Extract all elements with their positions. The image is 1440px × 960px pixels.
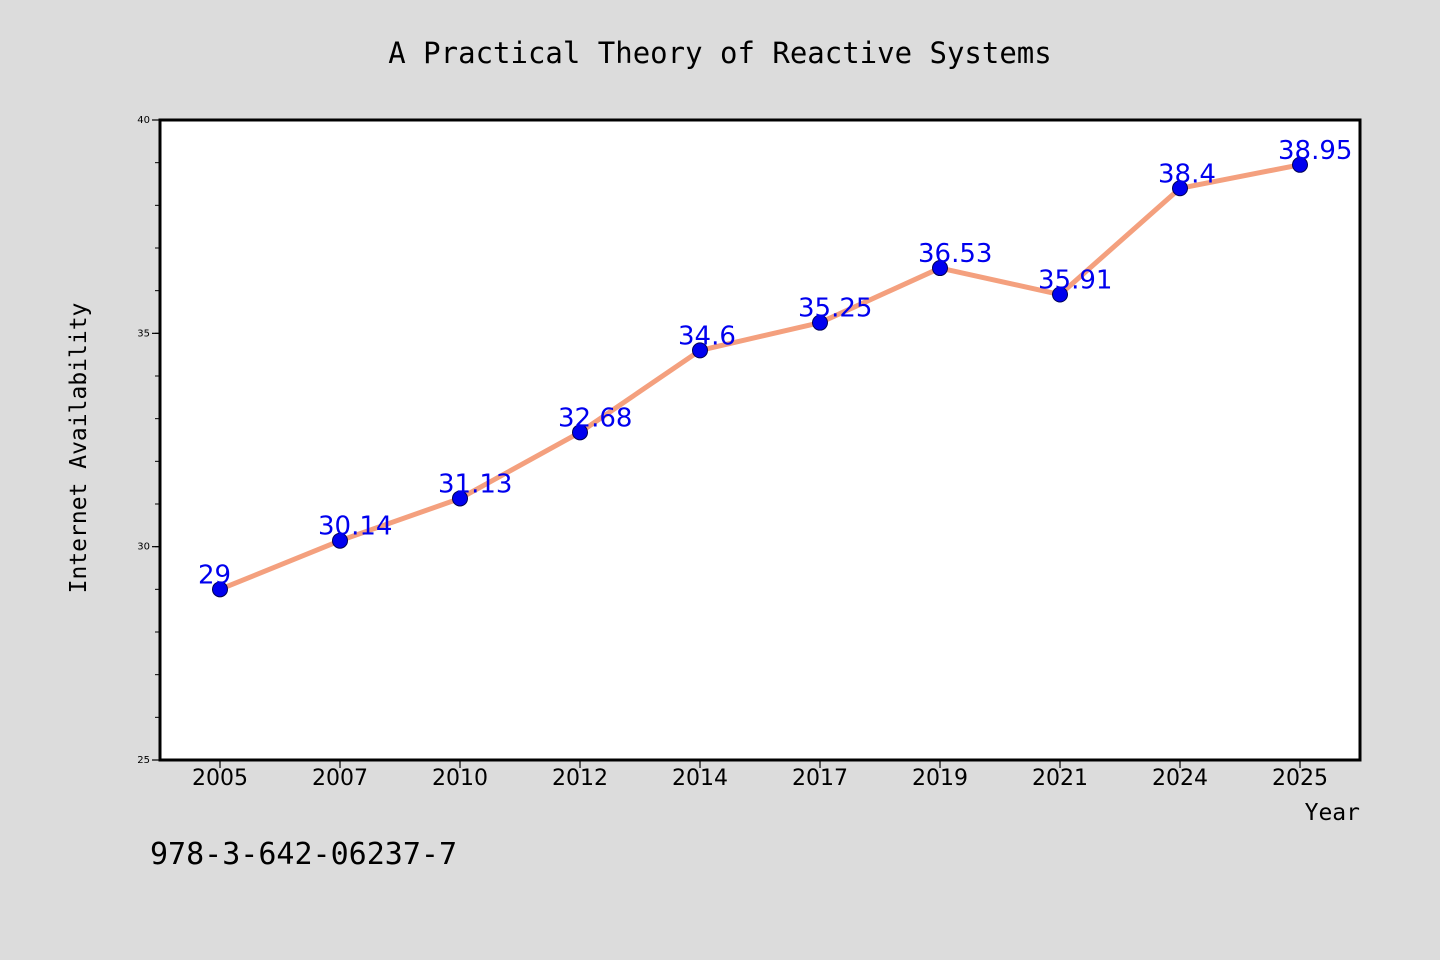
data-point xyxy=(452,490,468,507)
data-labels: 29 30.14 31.13 32.68 34.6 35.25 36.53 35.91 38.4… xyxy=(198,136,1352,591)
data-label: 38.95 xyxy=(1278,136,1352,166)
plot-frame xyxy=(158,118,1362,762)
x-axis-label: Year xyxy=(1305,800,1360,826)
data-label: 35.91 xyxy=(1038,266,1112,296)
x-tick-label: 2025 xyxy=(1272,766,1328,791)
series-line xyxy=(217,162,1303,592)
data-point xyxy=(812,314,828,331)
x-tick-label: 2012 xyxy=(552,766,608,791)
x-tick-label: 2019 xyxy=(912,766,968,791)
data-point xyxy=(932,260,948,277)
y-tick-label: 35 xyxy=(137,328,150,339)
data-label: 30.14 xyxy=(318,512,392,542)
y-tick-label: 30 xyxy=(137,542,150,553)
data-point xyxy=(332,532,348,549)
data-label: 29 xyxy=(198,560,231,590)
chart-title: A Practical Theory of Reactive Systems xyxy=(388,36,1051,70)
data-point xyxy=(1052,286,1068,303)
y-tick-label: 25 xyxy=(137,755,150,766)
data-label: 31.13 xyxy=(438,469,512,499)
data-label: 35.25 xyxy=(798,294,872,324)
plot-area xyxy=(160,120,1360,760)
data-label: 34.6 xyxy=(678,321,736,351)
data-label: 36.53 xyxy=(918,239,992,269)
data-label: 38.4 xyxy=(1158,159,1216,189)
data-point xyxy=(572,424,588,441)
x-tick-label: 2005 xyxy=(192,766,248,791)
data-point xyxy=(212,581,228,598)
x-tick-label: 2017 xyxy=(792,766,848,791)
y-major-ticks: 25 30 35 40 xyxy=(137,115,160,766)
x-tick-label: 2014 xyxy=(672,766,728,791)
x-tick-label: 2010 xyxy=(432,766,488,791)
data-point xyxy=(1292,156,1308,173)
data-label: 32.68 xyxy=(558,403,632,433)
data-point xyxy=(692,342,708,359)
isbn-text: 978-3-642-06237-7 xyxy=(150,837,457,872)
x-ticks: 2005 2007 2010 2012 2014 2017 2019 2021 2024 2025 xyxy=(192,760,1328,791)
series-line-group xyxy=(217,162,1303,592)
data-point xyxy=(1172,180,1188,197)
y-axis-label: Internet Availability xyxy=(66,303,92,594)
x-tick-label: 2007 xyxy=(312,766,368,791)
x-tick-label: 2021 xyxy=(1032,766,1088,791)
y-tick-label: 40 xyxy=(137,115,150,126)
x-tick-label: 2024 xyxy=(1152,766,1208,791)
data-markers xyxy=(212,156,1308,598)
